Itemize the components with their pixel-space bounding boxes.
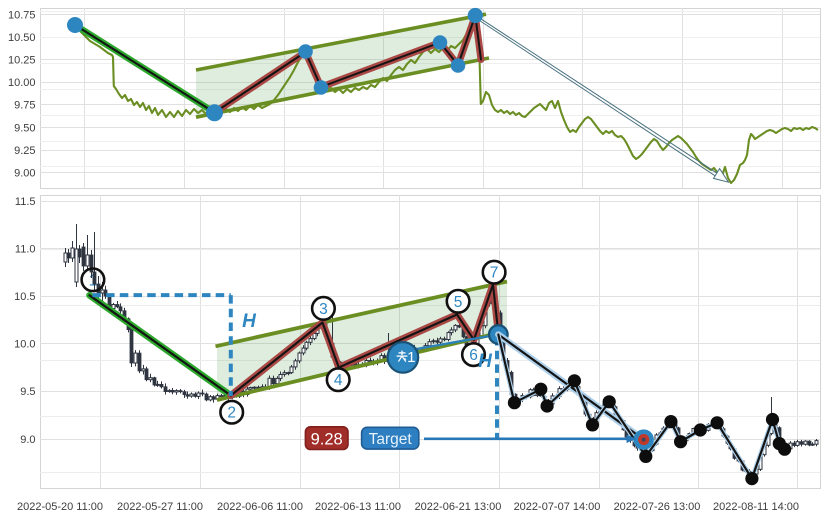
svg-text:H: H xyxy=(478,351,493,372)
svg-text:2022-08-11 14:00: 2022-08-11 14:00 xyxy=(713,501,799,513)
svg-text:2022-05-27 11:00: 2022-05-27 11:00 xyxy=(117,501,203,513)
svg-text:10.00: 10.00 xyxy=(8,77,36,89)
svg-text:4: 4 xyxy=(334,372,343,389)
svg-text:10.0: 10.0 xyxy=(14,339,35,351)
svg-text:9.50: 9.50 xyxy=(14,122,35,134)
svg-text:H: H xyxy=(242,311,257,332)
svg-text:3: 3 xyxy=(319,301,328,318)
svg-text:10.25: 10.25 xyxy=(8,55,36,67)
svg-text:1: 1 xyxy=(407,349,415,366)
svg-text:9.28: 9.28 xyxy=(311,431,343,449)
svg-text:2022-05-20 11:00: 2022-05-20 11:00 xyxy=(17,501,103,513)
svg-text:7: 7 xyxy=(490,265,499,282)
svg-text:6: 6 xyxy=(469,347,478,364)
svg-text:2022-06-13 11:00: 2022-06-13 11:00 xyxy=(315,501,401,513)
svg-text:9.75: 9.75 xyxy=(14,100,35,112)
svg-text:10.5: 10.5 xyxy=(14,291,35,303)
svg-text:11.0: 11.0 xyxy=(15,243,36,255)
svg-text:11.5: 11.5 xyxy=(15,196,36,208)
svg-text:9.00: 9.00 xyxy=(14,167,35,179)
svg-text:9.0: 9.0 xyxy=(20,434,35,446)
svg-text:2022-07-07 14:00: 2022-07-07 14:00 xyxy=(514,501,601,513)
svg-text:2022-06-21 13:00: 2022-06-21 13:00 xyxy=(415,501,502,513)
svg-text:9.5: 9.5 xyxy=(20,386,35,398)
svg-text:Target: Target xyxy=(369,431,413,448)
svg-text:5: 5 xyxy=(454,294,463,311)
svg-text:2022-06-06 11:00: 2022-06-06 11:00 xyxy=(217,501,303,513)
svg-text:9.25: 9.25 xyxy=(14,145,35,157)
svg-text:10.75: 10.75 xyxy=(8,9,36,21)
svg-text:2022-07-26 13:00: 2022-07-26 13:00 xyxy=(614,501,701,513)
svg-text:2: 2 xyxy=(227,405,236,422)
svg-text:10.50: 10.50 xyxy=(8,32,36,44)
